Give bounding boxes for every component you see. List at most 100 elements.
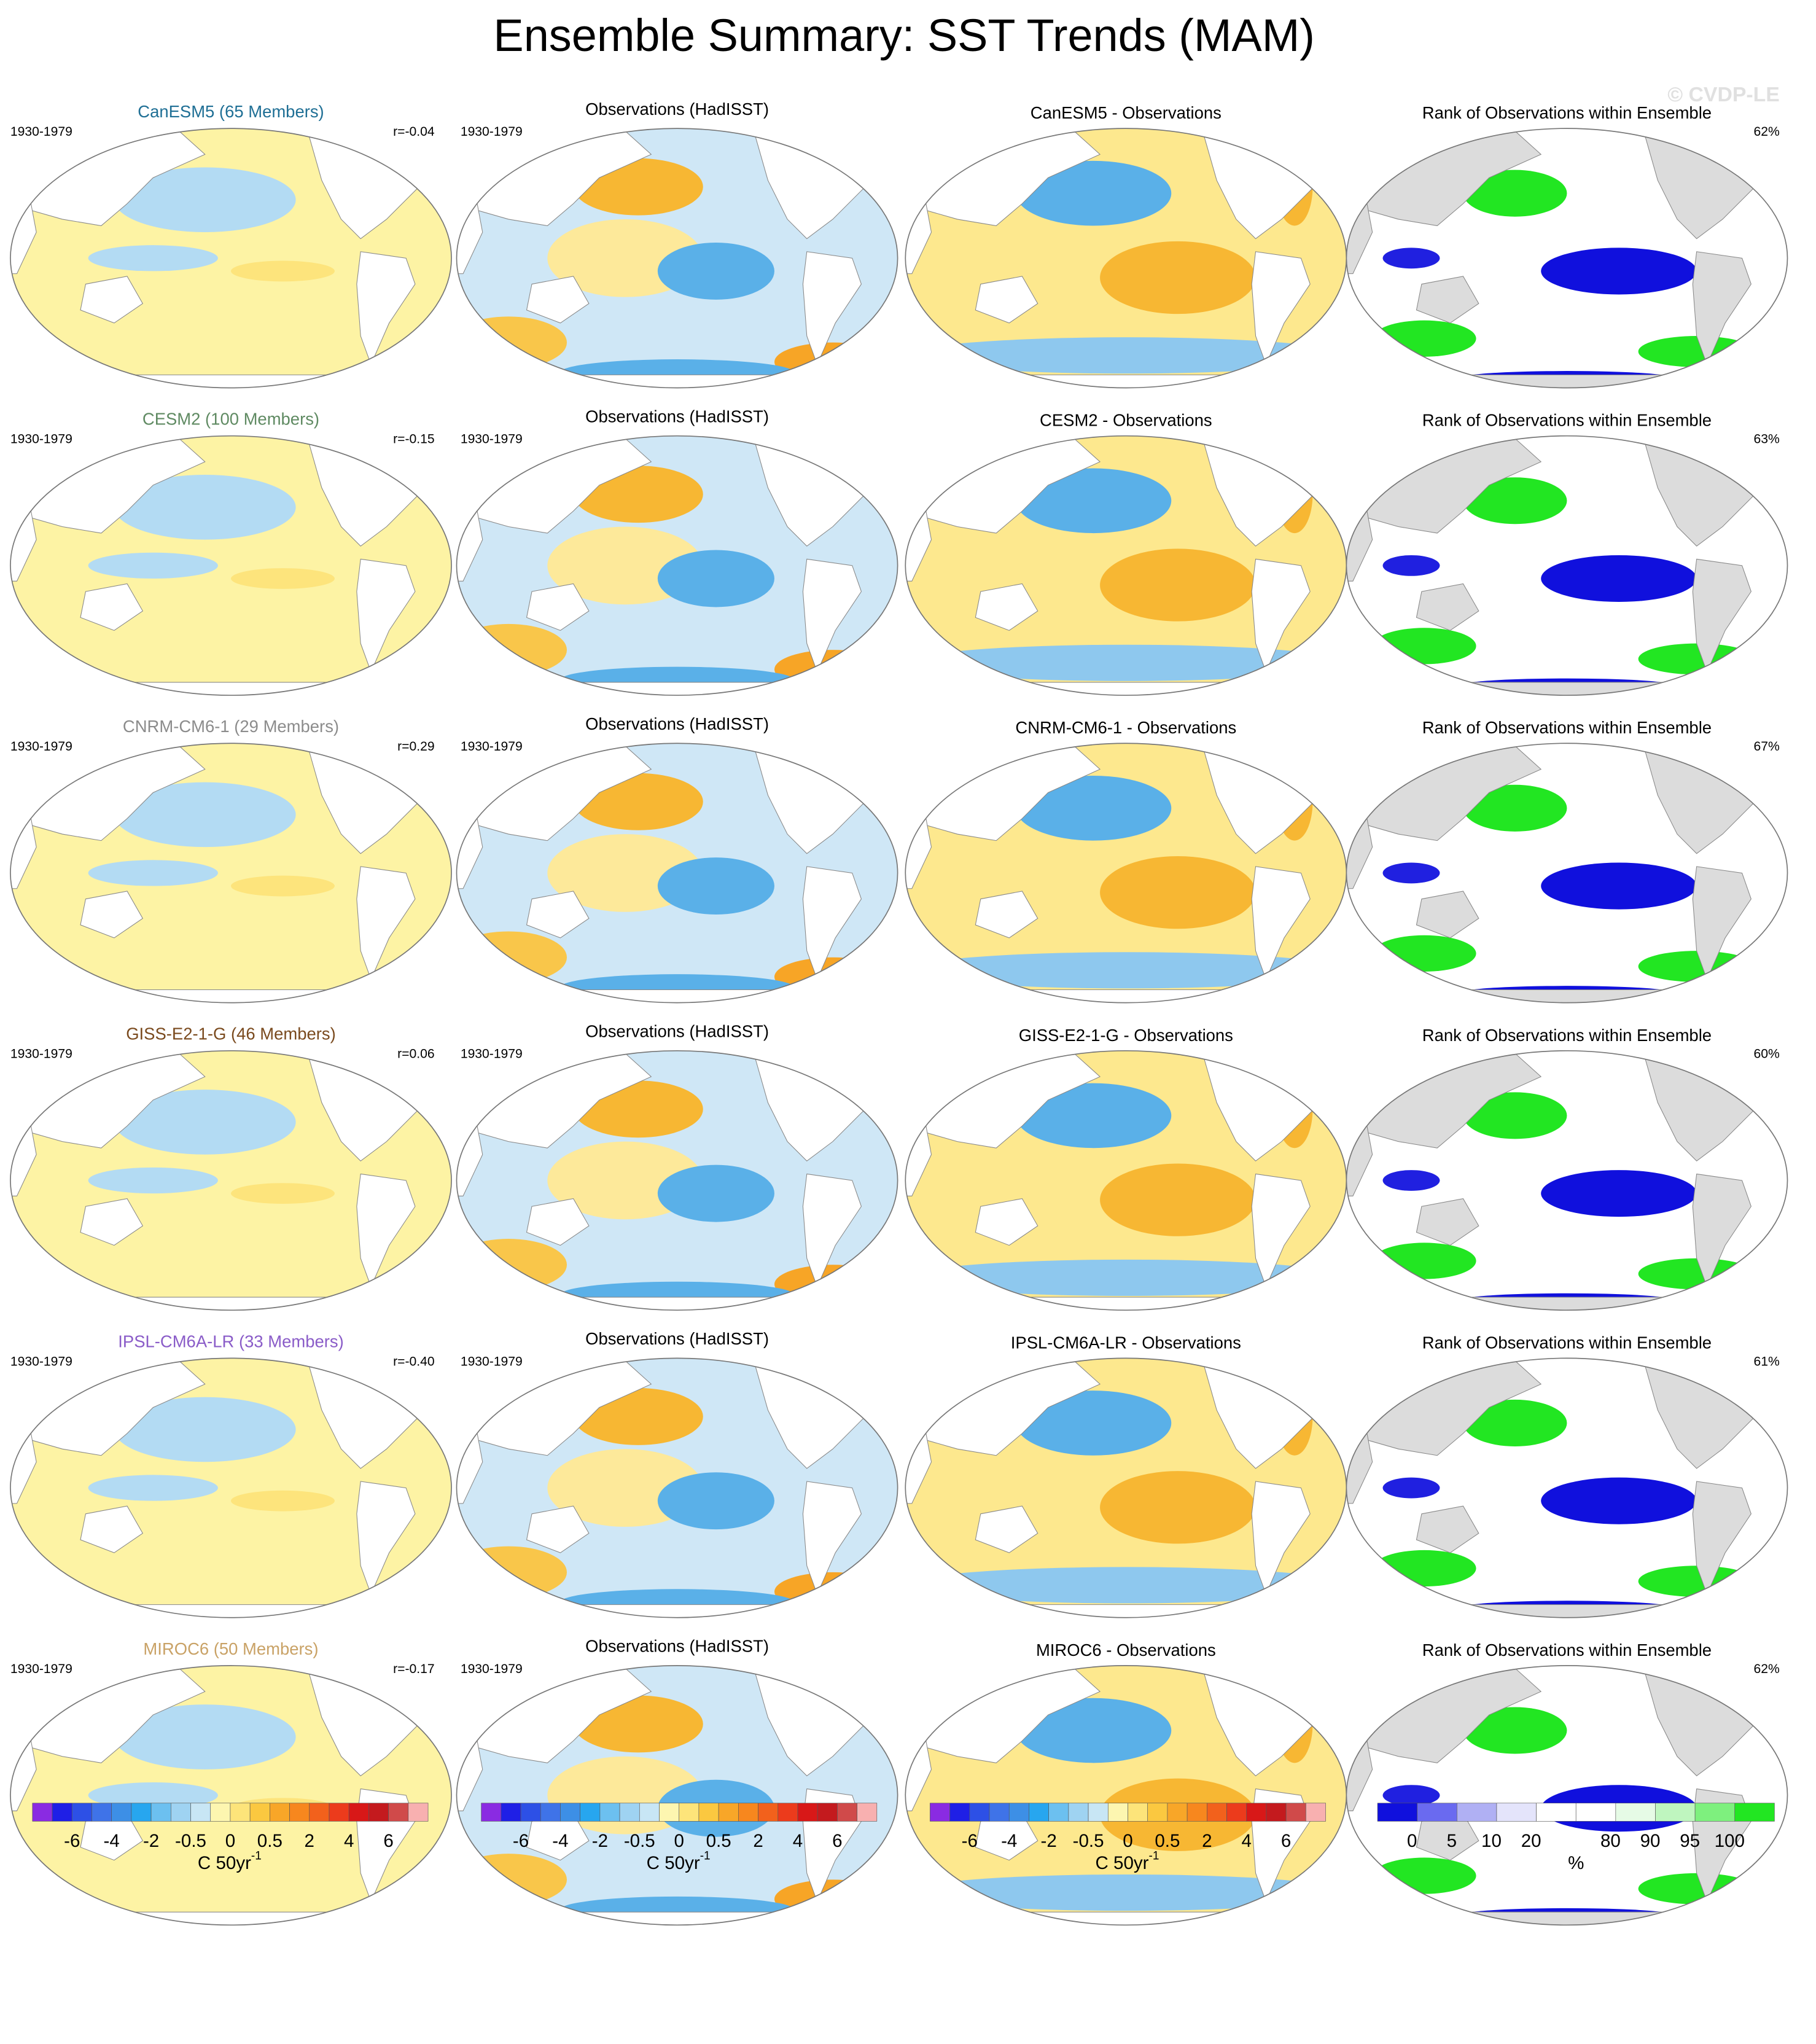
land bbox=[802, 866, 862, 981]
colorbar-box bbox=[989, 1803, 1010, 1822]
colorbar-label: -0.5 bbox=[624, 1831, 655, 1851]
trend-region bbox=[774, 1879, 892, 1919]
trend-region bbox=[1015, 1391, 1172, 1456]
colorbar-box bbox=[150, 1803, 171, 1822]
trend-region bbox=[1015, 468, 1172, 534]
colorbar-label: 4 bbox=[344, 1831, 354, 1851]
land bbox=[1758, 748, 1788, 796]
land bbox=[802, 1173, 862, 1288]
colorbar-box bbox=[949, 1803, 970, 1822]
colorbar-box bbox=[230, 1803, 251, 1822]
rank-percent: 62% bbox=[1754, 1662, 1780, 1676]
colorbar-box bbox=[1575, 1803, 1616, 1822]
colorbar-label: 0.5 bbox=[1155, 1831, 1180, 1851]
colorbar-label: 0.5 bbox=[257, 1831, 283, 1851]
colorbar-label: -4 bbox=[104, 1831, 120, 1851]
trend-region bbox=[1100, 1163, 1256, 1236]
map-outline bbox=[456, 743, 898, 1004]
land bbox=[975, 1198, 1039, 1246]
colorbar-box bbox=[1128, 1803, 1148, 1822]
land bbox=[1251, 1481, 1311, 1596]
colorbar-label: 5 bbox=[1447, 1831, 1457, 1851]
colorbar-box bbox=[520, 1803, 541, 1822]
land bbox=[1692, 866, 1752, 981]
pattern-correlation: r=-0.17 bbox=[393, 1662, 434, 1676]
land bbox=[1317, 1670, 1347, 1718]
colorbar-box bbox=[1167, 1803, 1188, 1822]
trend-region bbox=[456, 316, 567, 369]
trend-region bbox=[88, 860, 218, 886]
colorbar-box bbox=[408, 1803, 429, 1822]
land bbox=[1758, 133, 1788, 181]
trend-region bbox=[1372, 628, 1476, 665]
model-title: IPSL-CM6A-LR (33 Members) bbox=[118, 1332, 343, 1351]
obs-title: Observations (HadISST) bbox=[585, 1021, 769, 1040]
colorbar-label: 0.5 bbox=[706, 1831, 731, 1851]
colorbar-box bbox=[969, 1803, 990, 1822]
map bbox=[905, 1050, 1347, 1311]
trend-region bbox=[1372, 320, 1476, 357]
land bbox=[975, 276, 1039, 324]
colorbar-label: 4 bbox=[1242, 1831, 1252, 1851]
colorbar-box bbox=[52, 1803, 72, 1822]
colorbar-box bbox=[1496, 1803, 1537, 1822]
rank-percent: 60% bbox=[1754, 1047, 1780, 1061]
land bbox=[526, 1505, 590, 1553]
colorbar-box bbox=[718, 1803, 739, 1822]
colorbar-box bbox=[1008, 1803, 1029, 1822]
colorbar-box bbox=[837, 1803, 857, 1822]
colorbar-label: -0.5 bbox=[1073, 1831, 1104, 1851]
colorbar-box bbox=[190, 1803, 211, 1822]
trend-region bbox=[1463, 477, 1567, 525]
map-outline bbox=[10, 1665, 452, 1926]
trend-region bbox=[657, 857, 774, 915]
land bbox=[1692, 1173, 1752, 1288]
trend-region bbox=[1382, 1170, 1440, 1191]
diff-title: CESM2 - Observations bbox=[1040, 411, 1212, 430]
land bbox=[1317, 133, 1347, 181]
colorbar-label: 6 bbox=[832, 1831, 842, 1851]
colorbar-box bbox=[1107, 1803, 1128, 1822]
model-title: CNRM-CM6-1 (29 Members) bbox=[123, 717, 339, 736]
colorbar-box bbox=[170, 1803, 191, 1822]
trend-region bbox=[905, 644, 1347, 681]
colorbar-box bbox=[1029, 1803, 1049, 1822]
trend-region bbox=[88, 552, 218, 579]
colorbar-box bbox=[1187, 1803, 1207, 1822]
trend-region bbox=[657, 242, 774, 300]
trend-region bbox=[456, 1239, 567, 1291]
rank-percent: 67% bbox=[1754, 739, 1780, 754]
colorbar-label: 80 bbox=[1600, 1831, 1621, 1851]
colorbar-box bbox=[111, 1803, 132, 1822]
period-label: 1930-1979 bbox=[10, 1662, 72, 1676]
colorbar-label: 10 bbox=[1481, 1831, 1502, 1851]
colorbar-label: -4 bbox=[552, 1831, 568, 1851]
trend-region bbox=[1541, 555, 1697, 603]
colorbar-box bbox=[1694, 1803, 1736, 1822]
colorbar-box bbox=[930, 1803, 950, 1822]
land bbox=[80, 1198, 144, 1246]
trend-region bbox=[905, 952, 1347, 989]
land bbox=[802, 251, 862, 365]
trend-region bbox=[774, 1265, 892, 1304]
trend-region bbox=[88, 1475, 218, 1501]
colorbar-box bbox=[1417, 1803, 1457, 1822]
diff-title: CNRM-CM6-1 - Observations bbox=[1015, 718, 1236, 737]
map-outline bbox=[10, 128, 452, 389]
trend-region bbox=[456, 623, 567, 676]
period-label: 1930-1979 bbox=[461, 125, 523, 139]
pattern-correlation: r=0.29 bbox=[397, 739, 434, 754]
map-outline bbox=[10, 1050, 452, 1311]
land bbox=[1758, 1670, 1788, 1718]
map-outline bbox=[456, 1050, 898, 1311]
period-label: 1930-1979 bbox=[10, 432, 72, 447]
trend-region bbox=[1372, 1550, 1476, 1587]
model-title: GISS-E2-1-G (46 Members) bbox=[126, 1024, 336, 1043]
land bbox=[1416, 276, 1479, 324]
colorbar-box bbox=[1147, 1803, 1168, 1822]
colorbar-box bbox=[857, 1803, 878, 1822]
land bbox=[422, 748, 452, 796]
trend-region bbox=[230, 875, 335, 897]
trend-region bbox=[1463, 784, 1567, 832]
